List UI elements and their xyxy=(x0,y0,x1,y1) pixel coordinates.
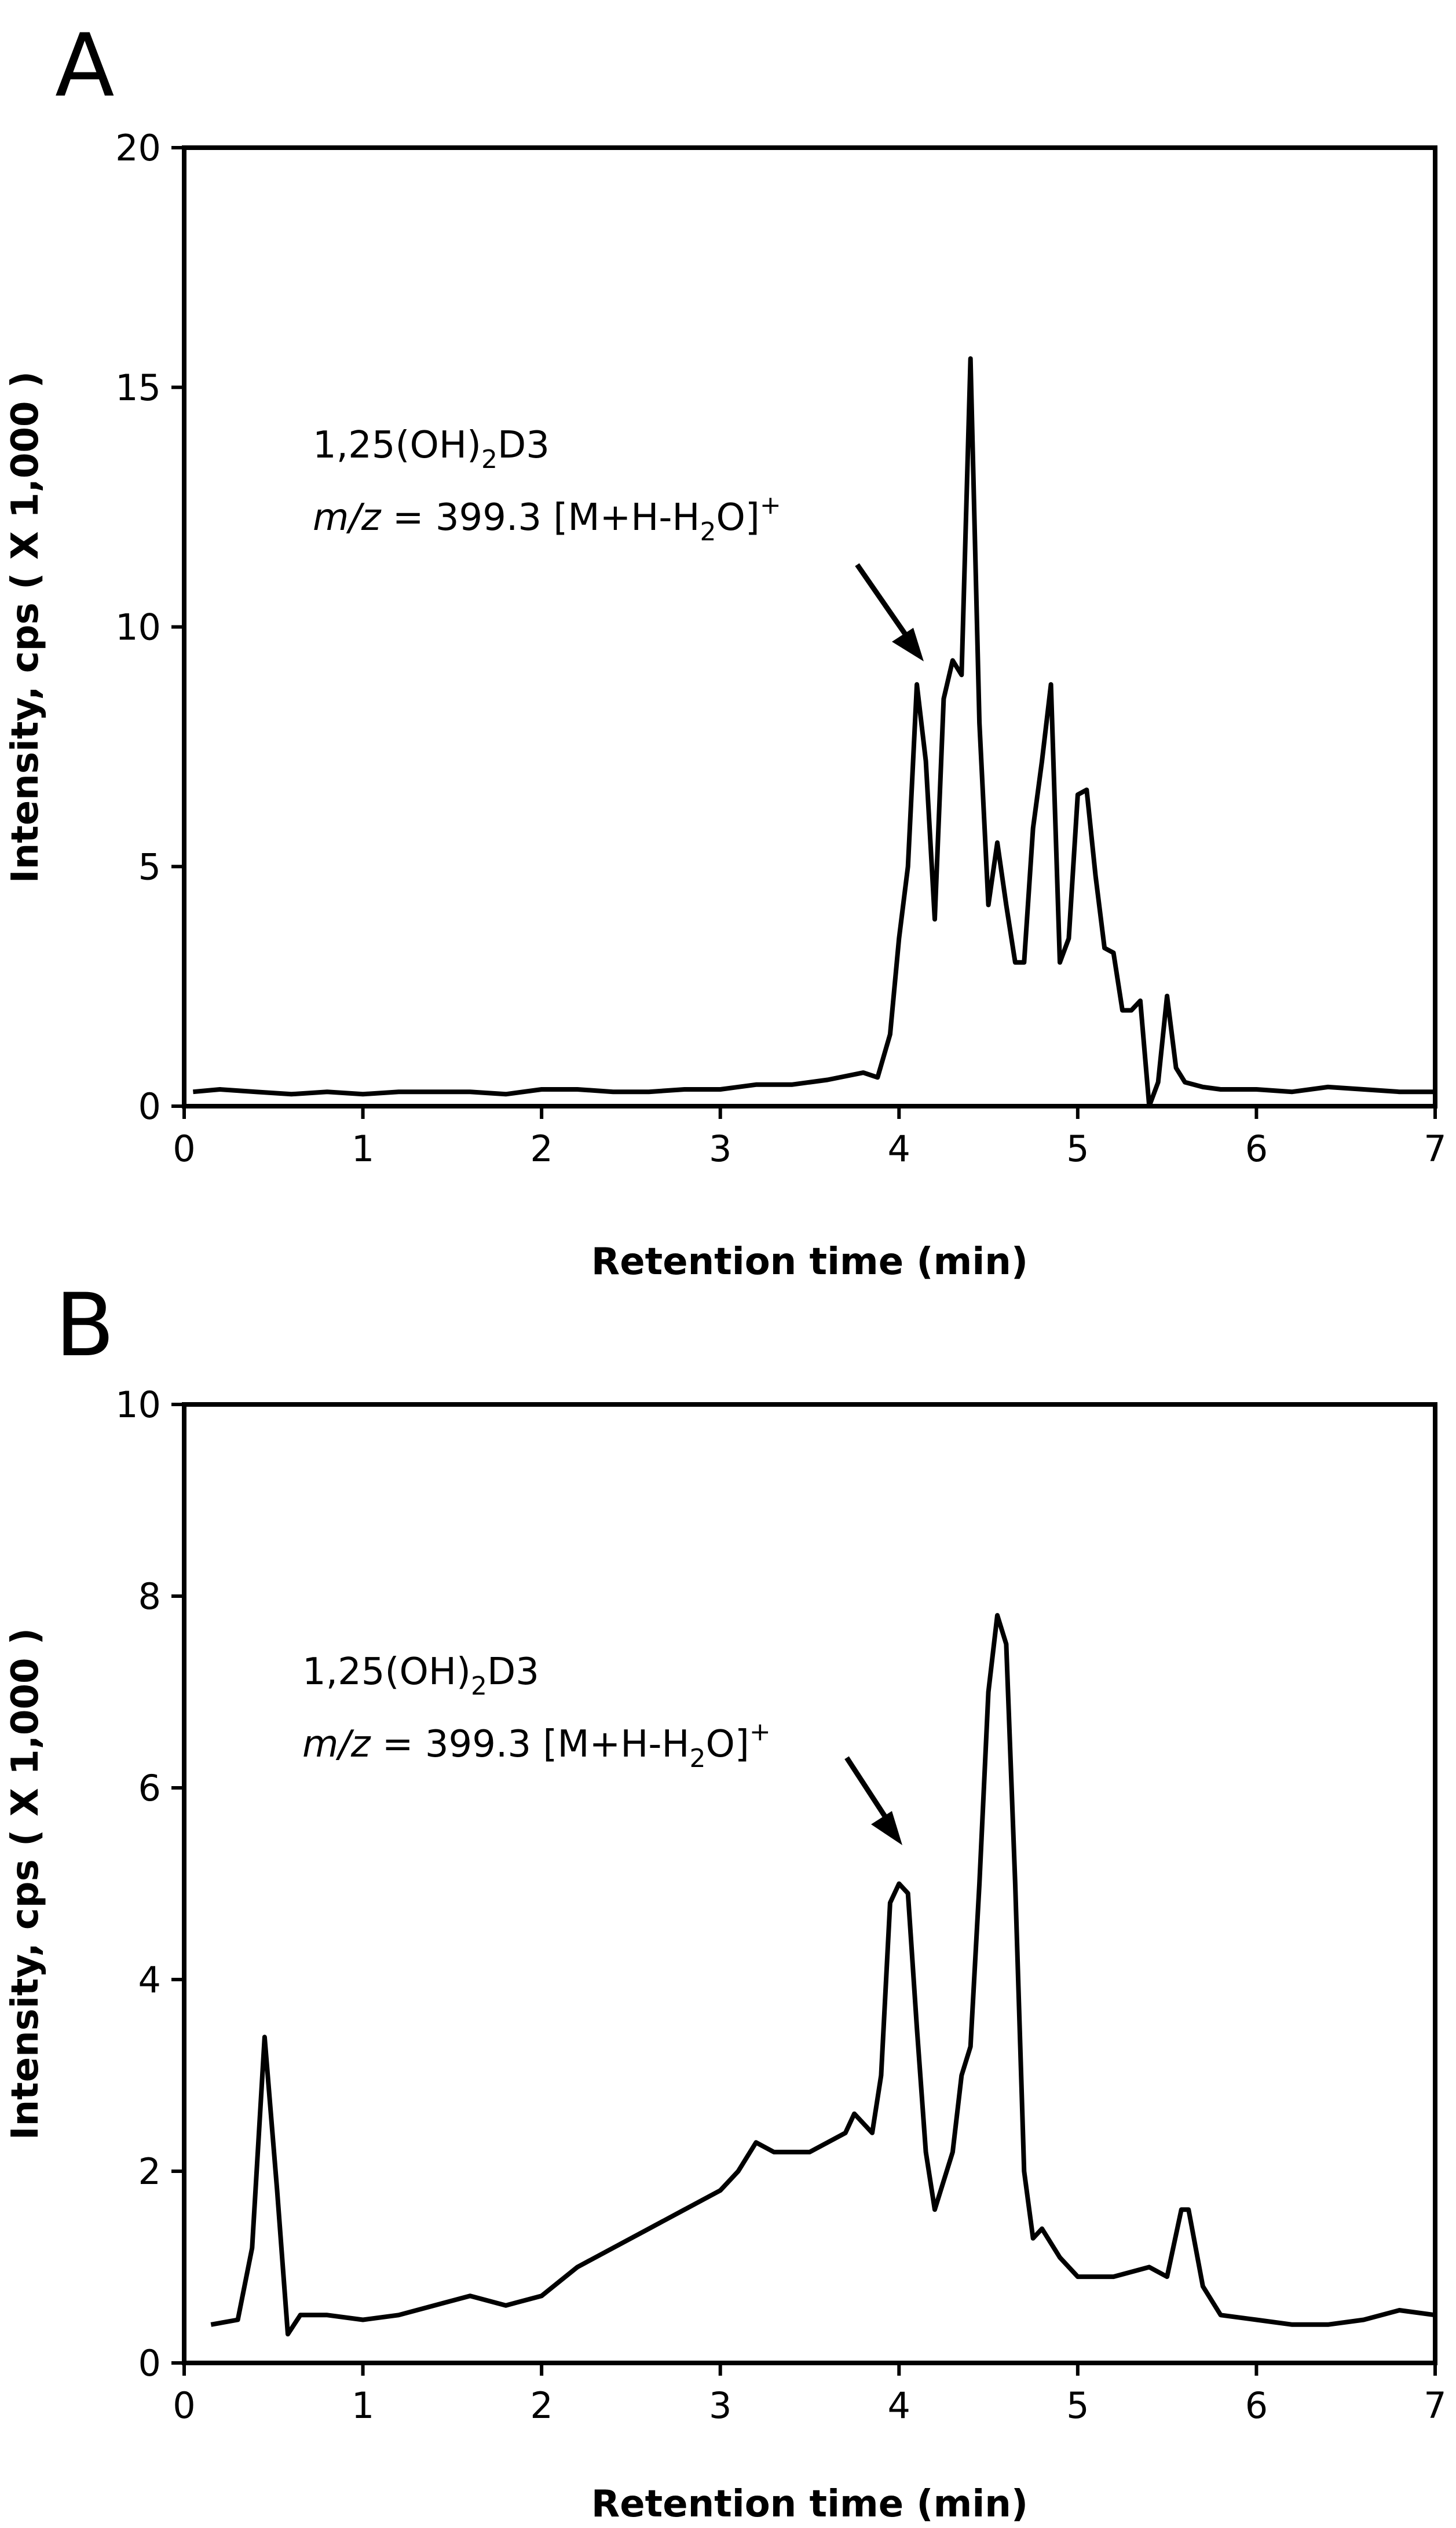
ticks-a xyxy=(171,146,1437,1119)
x-tick-label: 7 xyxy=(1424,2384,1446,2427)
x-tick-label: 0 xyxy=(173,1128,195,1170)
y-tick-label: 2 xyxy=(138,2150,161,2193)
x-axis-title-b: Retention time (min) xyxy=(591,2483,1028,2526)
x-tick-label: 4 xyxy=(888,1128,910,1170)
y-tick-label: 10 xyxy=(115,1384,161,1426)
y-tick-label: 6 xyxy=(138,1767,161,1809)
y-tick-label: 15 xyxy=(115,367,161,409)
y-axis-title-b: Intensity, cps ( X 1,000 ) xyxy=(4,1628,47,2140)
annotation-compound-b: 1,25(OH)2D3 xyxy=(302,1651,539,1701)
annotation-arrow-a xyxy=(855,563,924,661)
annotation-mz-b: m/z = 399.3 [M+H-H2O]+ xyxy=(302,1717,771,1773)
x-tick-label: 3 xyxy=(709,1128,731,1170)
series-line-b xyxy=(210,1613,1436,2337)
annotation-arrow-b xyxy=(844,1756,902,1845)
x-tick-label: 2 xyxy=(530,1128,553,1170)
x-tick-label: 6 xyxy=(1245,2384,1268,2427)
annotation-compound-a: 1,25(OH)2D3 xyxy=(313,424,550,474)
plot-frame-a xyxy=(182,145,1437,1108)
annotation-mz-a: m/z = 399.3 [M+H-H2O]+ xyxy=(313,491,781,547)
y-tick-label: 4 xyxy=(138,1959,161,2001)
x-tick-label: 2 xyxy=(530,2384,553,2427)
plot-frame-b xyxy=(182,1402,1437,2365)
y-axis-title-a: Intensity, cps ( X 1,000 ) xyxy=(4,371,47,883)
y-tick-label: 8 xyxy=(138,1575,161,1618)
series-line-a xyxy=(193,356,1435,1108)
x-tick-label: 7 xyxy=(1424,1128,1446,1170)
panel-label-a: A xyxy=(55,16,115,116)
y-tick-label: 5 xyxy=(138,846,161,888)
x-tick-label: 1 xyxy=(352,2384,374,2427)
y-tick-label: 0 xyxy=(138,2342,161,2384)
x-tick-label: 4 xyxy=(888,2384,910,2427)
y-tick-label: 10 xyxy=(115,606,161,649)
x-tick-label: 5 xyxy=(1066,1128,1089,1170)
x-tick-label: 6 xyxy=(1245,1128,1268,1170)
tick-labels-a: 0 1 2 3 4 5 6 7 0 5 10 15 20 xyxy=(115,127,1447,1170)
ticks-b xyxy=(171,1403,1437,2376)
x-tick-label: 3 xyxy=(709,2384,731,2427)
y-tick-label: 20 xyxy=(115,127,161,169)
y-tick-label: 0 xyxy=(138,1085,161,1128)
panel-label-b: B xyxy=(55,1275,115,1376)
tick-labels-b: 0 1 2 3 4 5 6 7 0 2 4 6 8 10 xyxy=(115,1384,1447,2427)
panel-b: B 0 1 2 3 4 5 6 7 0 2 4 6 8 10 Retention time (min) I… xyxy=(4,1275,1447,2526)
x-tick-label: 1 xyxy=(352,1128,374,1170)
x-axis-title-a: Retention time (min) xyxy=(591,1241,1028,1283)
x-tick-label: 5 xyxy=(1066,2384,1089,2427)
x-tick-label: 0 xyxy=(173,2384,195,2427)
